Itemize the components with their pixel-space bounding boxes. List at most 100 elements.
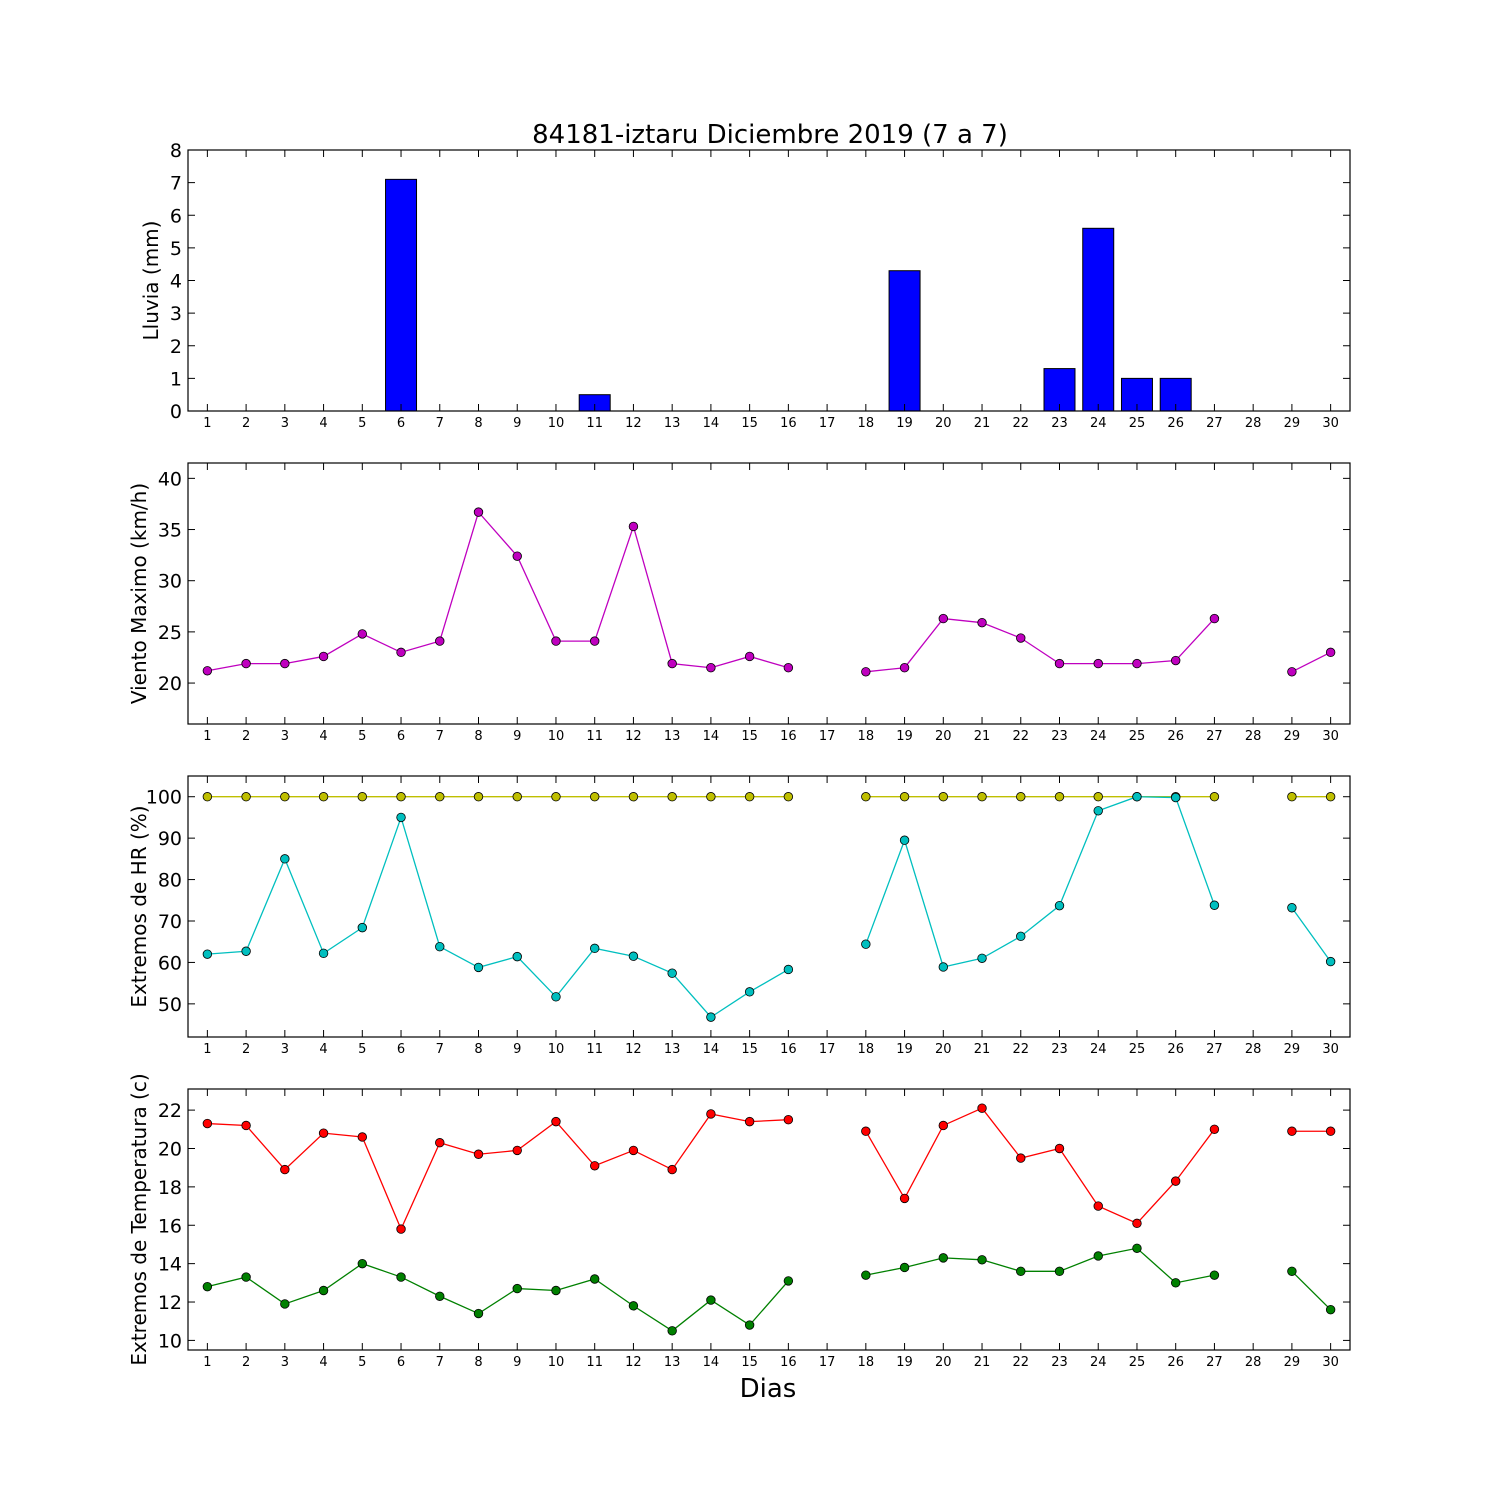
x-tick-label: 8 [474, 1042, 482, 1057]
point-day-1 [202, 1281, 213, 1292]
point-day-26 [1170, 1278, 1181, 1288]
x-tick-label: 5 [358, 729, 366, 744]
x-tick-label: 30 [1322, 1355, 1339, 1370]
point-day-13 [667, 658, 677, 669]
point-day-22 [1016, 931, 1026, 942]
x-tick-label: 23 [1051, 729, 1068, 744]
point-day-26 [1170, 792, 1181, 803]
point-day-1 [202, 949, 213, 959]
y-tick-label: 1 [170, 368, 182, 390]
y-tick-label: 50 [158, 994, 182, 1016]
point-day-10 [551, 1285, 561, 1296]
point-day-2 [241, 946, 251, 956]
x-tick-label: 16 [780, 1355, 797, 1370]
point-day-5 [357, 1132, 368, 1142]
point-day-11 [590, 1274, 600, 1284]
x-tick-label: 9 [513, 1355, 521, 1370]
x-tick-label: 15 [741, 1042, 758, 1057]
point-day-22 [1016, 1153, 1026, 1163]
y-tick-label: 10 [158, 1330, 182, 1352]
x-tick-label: 3 [281, 1042, 289, 1057]
x-tick-label: 25 [1129, 729, 1146, 744]
point-day-26 [1170, 655, 1181, 666]
point-day-29 [1287, 1126, 1297, 1136]
x-tick-label: 22 [1012, 729, 1029, 744]
y-tick-label: 0 [170, 401, 182, 423]
x-tick-label: 18 [858, 729, 875, 744]
point-day-18 [861, 792, 871, 802]
point-day-3 [280, 1164, 290, 1175]
x-tick-label: 9 [513, 416, 521, 431]
point-day-4 [318, 1285, 329, 1296]
point-day-25 [1132, 1243, 1142, 1253]
point-day-2 [241, 658, 251, 669]
y-tick-label: 20 [158, 673, 182, 695]
point-day-1 [202, 1118, 213, 1129]
x-tick-label: 27 [1206, 416, 1223, 431]
point-day-27 [1209, 1124, 1220, 1135]
point-day-18 [861, 1126, 871, 1136]
point-day-5 [357, 629, 368, 639]
point-day-6 [396, 647, 406, 658]
x-tick-label: 1 [203, 1355, 211, 1370]
x-tick-label: 29 [1284, 416, 1301, 431]
point-day-30 [1325, 1304, 1336, 1315]
bar-day-6 [385, 178, 418, 412]
x-tick-label: 24 [1090, 729, 1107, 744]
series-line-2 [207, 1247, 1332, 1332]
x-tick-label: 8 [474, 416, 482, 431]
point-day-13 [667, 792, 677, 802]
x-tick-label: 11 [586, 1042, 603, 1057]
x-tick-label: 23 [1051, 1042, 1068, 1057]
point-day-14 [706, 663, 716, 673]
x-tick-label: 16 [780, 1042, 797, 1057]
y-tick-label: 20 [158, 1138, 182, 1160]
x-tick-label: 10 [548, 1355, 565, 1370]
point-day-22 [1016, 792, 1026, 802]
y-tick-label: 60 [158, 952, 182, 974]
x-tick-label: 12 [625, 1042, 642, 1057]
x-tick-label: 14 [703, 1042, 720, 1057]
point-day-12 [628, 792, 639, 802]
point-day-18 [861, 1270, 871, 1280]
axes-frame [187, 149, 1351, 412]
point-day-2 [241, 1120, 251, 1131]
x-tick-label: 11 [586, 1355, 603, 1370]
point-day-6 [396, 792, 406, 802]
point-day-25 [1132, 1218, 1142, 1229]
x-tick-label: 16 [780, 729, 797, 744]
point-day-5 [357, 922, 368, 933]
point-day-4 [318, 792, 329, 802]
point-day-14 [706, 1012, 716, 1022]
point-day-30 [1325, 792, 1336, 802]
point-day-19 [899, 792, 910, 802]
axes-frame [187, 462, 1351, 725]
x-tick-label: 8 [474, 729, 482, 744]
point-day-13 [667, 968, 677, 978]
point-day-1 [202, 666, 213, 676]
point-day-20 [938, 962, 949, 972]
y-tick-label: 25 [158, 622, 182, 644]
point-day-30 [1325, 1126, 1336, 1136]
point-day-9 [512, 1283, 522, 1294]
point-day-9 [512, 792, 522, 802]
x-tick-label: 21 [974, 416, 991, 431]
x-tick-label: 20 [935, 1042, 952, 1057]
point-day-2 [241, 792, 251, 802]
point-day-21 [977, 1255, 987, 1265]
axes-frame [187, 775, 1351, 1038]
x-tick-label: 21 [974, 1042, 991, 1057]
point-day-29 [1287, 667, 1297, 677]
x-tick-label: 17 [819, 729, 836, 744]
y-tick-label: 16 [158, 1215, 182, 1237]
point-day-19 [899, 1193, 910, 1204]
x-tick-label: 17 [819, 1042, 836, 1057]
x-tick-label: 27 [1206, 729, 1223, 744]
x-tick-label: 25 [1129, 416, 1146, 431]
point-day-23 [1054, 658, 1065, 669]
x-tick-label: 11 [586, 729, 603, 744]
x-tick-label: 9 [513, 729, 521, 744]
x-tick-label: 25 [1129, 1042, 1146, 1057]
x-tick-label: 29 [1284, 1355, 1301, 1370]
x-tick-label: 25 [1129, 1355, 1146, 1370]
